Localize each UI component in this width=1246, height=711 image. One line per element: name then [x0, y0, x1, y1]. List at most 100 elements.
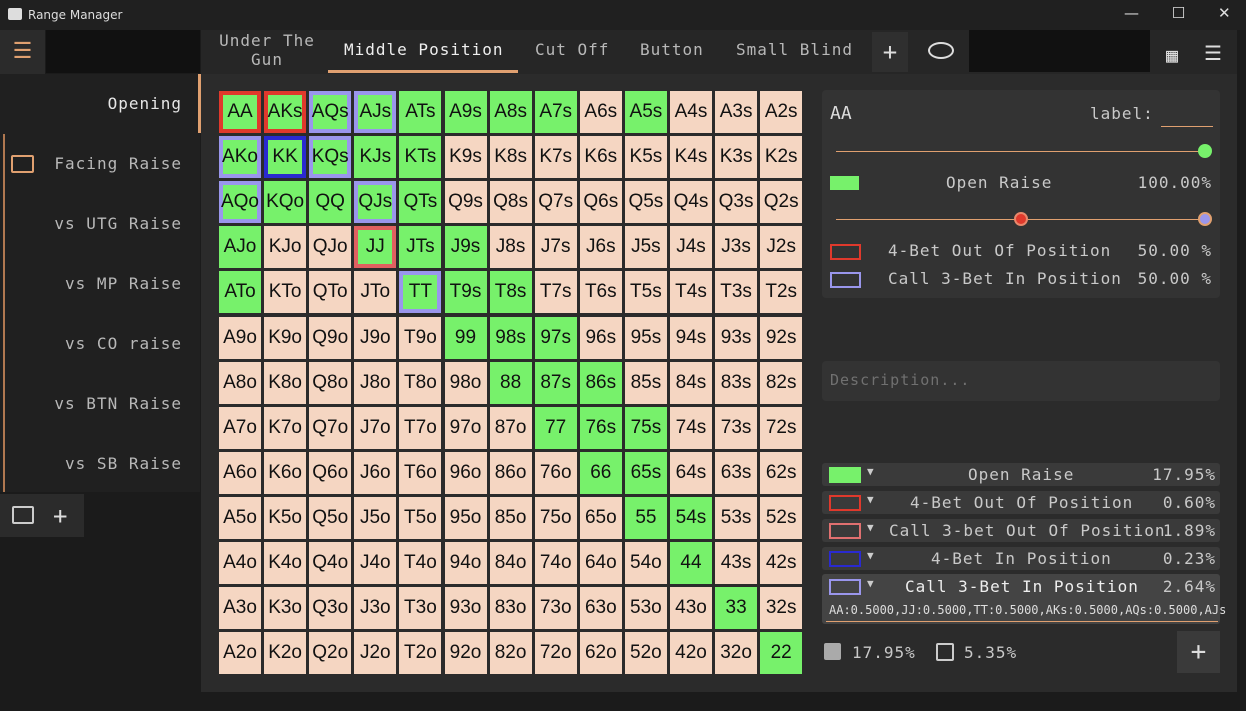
hand-cell[interactable]: K3o: [264, 587, 307, 630]
hand-cell[interactable]: J3s: [715, 226, 758, 269]
hand-cell[interactable]: J7o: [354, 406, 397, 449]
hand-cell[interactable]: 97s: [534, 316, 577, 359]
hand-cell[interactable]: 98s: [489, 316, 532, 359]
hand-cell[interactable]: K8s: [489, 136, 532, 179]
add-action-button[interactable]: +: [1177, 631, 1220, 673]
hand-cell[interactable]: T3o: [399, 587, 442, 630]
hand-cell[interactable]: A5s: [624, 91, 667, 133]
add-folder-button[interactable]: [12, 506, 34, 524]
hand-cell[interactable]: Q6o: [309, 451, 352, 494]
hand-cell[interactable]: 82o: [489, 632, 532, 675]
hand-cell[interactable]: KK: [264, 136, 307, 179]
hand-cell[interactable]: K5s: [624, 136, 667, 179]
sidebar-item[interactable]: vs BTN Raise: [54, 394, 182, 413]
hand-cell[interactable]: 88: [489, 361, 532, 404]
hand-cell[interactable]: A9o: [219, 316, 261, 359]
hand-cell[interactable]: K6o: [264, 451, 307, 494]
hand-cell[interactable]: J9o: [354, 316, 397, 359]
hand-cell[interactable]: J5s: [624, 226, 667, 269]
hand-cell[interactable]: T5s: [624, 271, 667, 314]
slider-track[interactable]: [836, 151, 1206, 152]
hand-cell[interactable]: 53s: [715, 496, 758, 539]
hand-cell[interactable]: 76s: [579, 406, 622, 449]
hand-cell[interactable]: J8o: [354, 361, 397, 404]
hand-cell[interactable]: KJs: [354, 136, 397, 179]
hand-cell[interactable]: 87s: [534, 361, 577, 404]
hand-cell[interactable]: Q3s: [715, 181, 758, 224]
hand-cell[interactable]: AQo: [219, 181, 261, 224]
sidebar-item[interactable]: vs UTG Raise: [54, 214, 182, 233]
hand-cell[interactable]: A2o: [219, 632, 261, 675]
legend-row[interactable]: [822, 463, 1220, 486]
hand-cell[interactable]: 72s: [760, 406, 803, 449]
label-input[interactable]: [1161, 126, 1213, 127]
hand-cell[interactable]: 44: [670, 542, 712, 584]
hand-cell[interactable]: J6o: [354, 451, 397, 494]
hand-cell[interactable]: Q6s: [579, 181, 622, 224]
hand-cell[interactable]: 96s: [579, 316, 622, 359]
hand-cell[interactable]: 52o: [624, 632, 667, 675]
hand-cell[interactable]: 73s: [715, 406, 758, 449]
hand-cell[interactable]: Q4s: [670, 181, 712, 224]
hand-cell[interactable]: T9o: [399, 316, 442, 359]
hand-cell[interactable]: 63o: [579, 587, 622, 630]
hand-cell[interactable]: 42s: [760, 542, 803, 584]
hand-cell[interactable]: K3s: [715, 136, 758, 179]
sidebar-item[interactable]: vs SB Raise: [65, 454, 182, 473]
total-checkbox[interactable]: [824, 643, 841, 660]
hand-cell[interactable]: A8o: [219, 361, 261, 404]
hand-cell[interactable]: T4o: [399, 542, 442, 584]
hand-cell[interactable]: 42o: [670, 632, 712, 675]
hand-cell[interactable]: K5o: [264, 496, 307, 539]
hand-cell[interactable]: 86o: [489, 451, 532, 494]
hand-cell[interactable]: 54s: [670, 496, 712, 539]
hand-cell[interactable]: 93s: [715, 316, 758, 359]
hand-cell[interactable]: 95o: [444, 496, 487, 539]
hand-cell[interactable]: Q9s: [444, 181, 487, 224]
slider-handle[interactable]: [1198, 212, 1212, 226]
hand-cell[interactable]: 94o: [444, 542, 487, 584]
hand-cell[interactable]: 64s: [670, 451, 712, 494]
hand-cell[interactable]: 63s: [715, 451, 758, 494]
dropdown-arrow[interactable]: ▼: [867, 577, 874, 590]
hand-cell[interactable]: KQo: [264, 181, 307, 224]
hand-cell[interactable]: J2s: [760, 226, 803, 269]
tab[interactable]: Button: [640, 40, 704, 59]
add-button[interactable]: +: [53, 502, 68, 530]
hand-cell[interactable]: Q3o: [309, 587, 352, 630]
hand-cell[interactable]: A3o: [219, 587, 261, 630]
hand-cell[interactable]: A4s: [670, 91, 712, 133]
hand-cell[interactable]: 86s: [579, 361, 622, 404]
hand-cell[interactable]: AJs: [354, 91, 397, 133]
hand-cell[interactable]: Q5s: [624, 181, 667, 224]
hand-cell[interactable]: A7o: [219, 406, 261, 449]
hand-cell[interactable]: T8s: [489, 271, 532, 314]
hand-cell[interactable]: Q2o: [309, 632, 352, 675]
hand-cell[interactable]: Q7s: [534, 181, 577, 224]
hand-cell[interactable]: 93o: [444, 587, 487, 630]
hand-cell[interactable]: A6o: [219, 451, 261, 494]
hand-cell[interactable]: KJo: [264, 226, 307, 269]
sidebar-item[interactable]: Facing Raise: [54, 154, 182, 173]
hand-cell[interactable]: T7s: [534, 271, 577, 314]
hand-cell[interactable]: AQs: [309, 91, 352, 133]
add-tab-button[interactable]: +: [872, 32, 908, 72]
hand-cell[interactable]: JTs: [399, 226, 442, 269]
hand-cell[interactable]: A2s: [760, 91, 803, 133]
hand-cell[interactable]: 32s: [760, 587, 803, 630]
hand-cell[interactable]: K7s: [534, 136, 577, 179]
hand-cell[interactable]: K4o: [264, 542, 307, 584]
hand-cell[interactable]: Q8o: [309, 361, 352, 404]
legend-row[interactable]: [822, 575, 1220, 599]
hand-cell[interactable]: J4o: [354, 542, 397, 584]
hand-cell[interactable]: 84s: [670, 361, 712, 404]
hand-cell[interactable]: A4o: [219, 542, 261, 584]
window-controls[interactable]: — ☐ ✕: [1124, 4, 1231, 22]
tab[interactable]: Small Blind: [736, 40, 853, 59]
hand-cell[interactable]: 33: [715, 587, 758, 630]
legend-row[interactable]: [822, 491, 1220, 514]
hand-cell[interactable]: TT: [399, 271, 442, 314]
hand-cell[interactable]: 84o: [489, 542, 532, 584]
slider-handle[interactable]: [1014, 212, 1028, 226]
hand-cell[interactable]: T7o: [399, 406, 442, 449]
